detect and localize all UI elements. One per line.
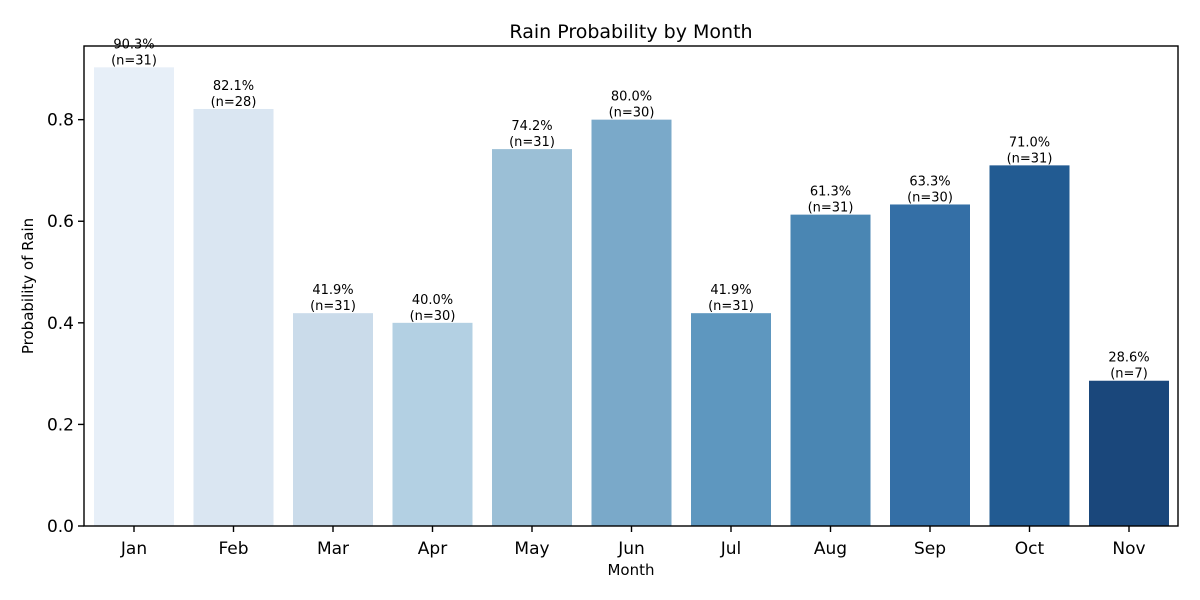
y-tick-label: 0.0	[47, 517, 74, 537]
data-label-percent-jun: 80.0%	[611, 90, 652, 105]
bar-jun	[591, 119, 672, 527]
x-tick-label-apr: Apr	[418, 539, 447, 559]
x-tick-label-jan: Jan	[120, 539, 147, 559]
data-label-percent-jul: 41.9%	[710, 283, 751, 298]
data-label-count-apr: (n=30)	[410, 309, 456, 324]
bars-group: 90.3%(n=31)82.1%(n=28)41.9%(n=31) 40.0%(n…	[94, 37, 1169, 527]
y-tick-label: 0.6	[47, 212, 74, 232]
data-label-count-feb: (n=28)	[211, 95, 257, 110]
data-label-count-jan: (n=31)	[111, 53, 157, 68]
plot-frame	[83, 45, 1179, 527]
data-label-percent-feb: 82.1%	[213, 79, 254, 94]
bar-jul	[691, 313, 771, 526]
x-tick-label-aug: Aug	[814, 539, 847, 559]
y-axis: 0.0 0.2 0.4 0.6 0.8	[47, 111, 84, 537]
bar-mar	[293, 313, 373, 526]
bar-aug	[790, 214, 871, 526]
x-tick-label-mar: Mar	[317, 539, 349, 559]
x-tick-label-may: May	[514, 539, 549, 559]
x-tick-label-jul: Jul	[720, 539, 742, 559]
bar-sep	[890, 204, 970, 526]
data-label-count-nov: (n=7)	[1110, 367, 1148, 382]
data-label-percent-nov: 28.6%	[1108, 351, 1149, 366]
bar-may	[492, 149, 572, 526]
data-label-count-sep: (n=30)	[907, 190, 953, 205]
x-tick-label-oct: Oct	[1015, 539, 1045, 559]
x-tick-label-sep: Sep	[914, 539, 946, 559]
data-label-percent-sep: 63.3%	[909, 174, 950, 189]
data-label-percent-apr: 40.0%	[412, 293, 453, 308]
y-tick-label: 0.8	[47, 111, 74, 131]
data-label-count-jun: (n=30)	[609, 106, 655, 121]
bar-oct	[989, 165, 1070, 526]
bar-nov	[1089, 380, 1169, 526]
data-label-percent-may: 74.2%	[511, 119, 552, 134]
x-axis-label: Month	[607, 561, 654, 579]
data-label-count-mar: (n=31)	[310, 299, 356, 314]
data-label-count-oct: (n=31)	[1007, 151, 1053, 166]
x-tick-label-feb: Feb	[218, 539, 248, 559]
data-label-percent-aug: 61.3%	[810, 185, 851, 200]
data-label-count-aug: (n=31)	[808, 201, 854, 216]
bar-feb	[193, 108, 274, 526]
data-label-percent-oct: 71.0%	[1009, 135, 1050, 150]
data-label-percent-jan: 90.3%	[113, 37, 154, 52]
y-tick-label: 0.2	[47, 415, 74, 435]
x-tick-label-jun: Jun	[617, 539, 645, 559]
y-tick-label: 0.4	[47, 314, 74, 334]
x-tick-label-nov: Nov	[1112, 539, 1145, 559]
data-label-percent-mar: 41.9%	[312, 283, 353, 298]
data-label-count-may: (n=31)	[509, 135, 555, 150]
bar-apr	[392, 322, 473, 526]
chart-title: Rain Probability by Month	[509, 21, 752, 43]
y-axis-label: Probability of Rain	[19, 218, 37, 354]
data-label-count-jul: (n=31)	[708, 299, 754, 314]
x-axis: Jan Feb Mar Apr May Jun Jul Aug Sep Oct Nov	[120, 526, 1146, 559]
bar-jan	[94, 67, 174, 526]
